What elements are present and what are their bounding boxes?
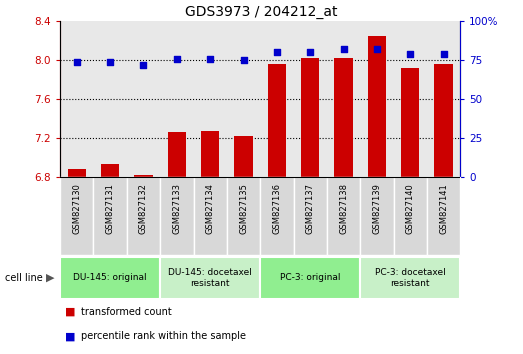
Text: GSM827132: GSM827132 [139,183,148,234]
Text: transformed count: transformed count [81,307,172,316]
Bar [60,257,160,298]
Text: ■: ■ [65,307,76,316]
Point [106,59,115,64]
Text: PC-3: docetaxel
resistant: PC-3: docetaxel resistant [375,268,446,287]
Point [339,46,348,52]
Text: GSM827141: GSM827141 [439,183,448,234]
Text: GSM827130: GSM827130 [72,183,81,234]
Point [406,51,414,57]
Text: DU-145: original: DU-145: original [73,273,147,282]
Text: GSM827138: GSM827138 [339,183,348,234]
Text: GSM827140: GSM827140 [406,183,415,234]
Bar [394,177,427,255]
Point [206,56,214,62]
Point [439,51,448,57]
Bar [260,177,293,255]
Bar [134,175,153,177]
Bar [94,177,127,255]
Text: cell line: cell line [5,273,43,283]
Bar [127,177,160,255]
Bar [160,257,260,298]
Bar [268,64,286,177]
Text: GDS3973 / 204212_at: GDS3973 / 204212_at [185,5,338,19]
Bar [360,177,393,255]
Point [240,57,248,63]
Point [173,56,181,62]
Point [373,46,381,52]
Bar [360,257,460,298]
Bar [368,36,386,177]
Text: ■: ■ [65,331,76,341]
Text: GSM827136: GSM827136 [272,183,281,234]
Text: DU-145: docetaxel
resistant: DU-145: docetaxel resistant [168,268,252,287]
Text: GSM827139: GSM827139 [372,183,381,234]
Bar [327,177,360,255]
Text: GSM827133: GSM827133 [173,183,181,234]
Text: GSM827137: GSM827137 [306,183,315,234]
Bar [194,177,227,255]
Point [73,59,81,64]
Bar [234,136,253,177]
Bar [101,164,119,177]
Bar [168,132,186,177]
Text: GSM827131: GSM827131 [106,183,115,234]
Bar [60,177,94,255]
Bar [260,257,360,298]
Text: ▶: ▶ [47,273,55,283]
Bar [301,58,320,177]
Point [139,62,147,68]
Bar [293,177,327,255]
Bar [435,64,453,177]
Bar [227,177,260,255]
Bar [160,177,194,255]
Bar [334,58,353,177]
Text: PC-3: original: PC-3: original [280,273,340,282]
Text: GSM827135: GSM827135 [239,183,248,234]
Point [272,50,281,55]
Point [306,50,314,55]
Bar [401,68,419,177]
Text: percentile rank within the sample: percentile rank within the sample [81,331,246,341]
Bar [427,177,460,255]
Text: GSM827134: GSM827134 [206,183,214,234]
Bar [67,169,86,177]
Bar [201,131,219,177]
